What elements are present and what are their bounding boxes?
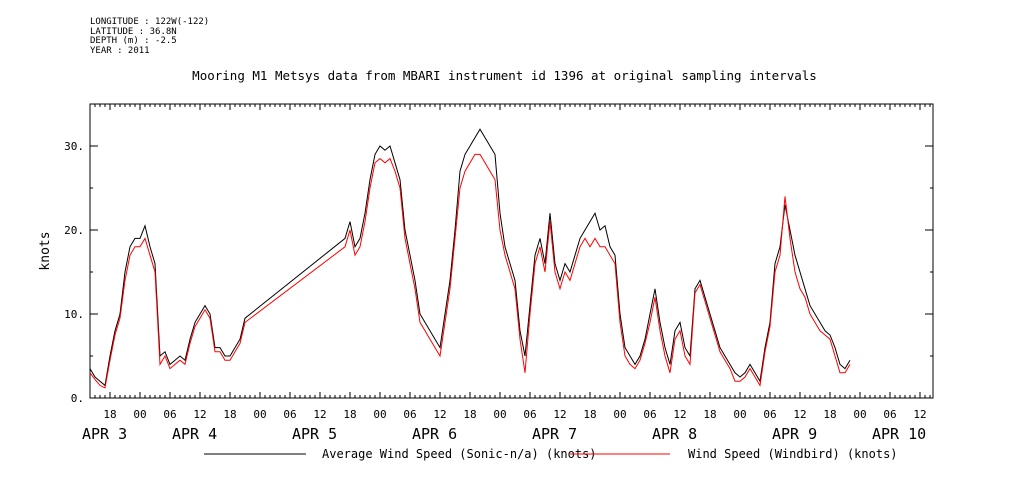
x-tick-label: 18 (103, 408, 116, 421)
x-tick-label: 00 (373, 408, 386, 421)
plot-frame (89, 103, 934, 399)
x-tick-label: 18 (823, 408, 836, 421)
latitude-text: LATITUDE : 36.8N (90, 26, 177, 37)
day-label: APR 9 (772, 425, 817, 443)
x-tick-label: 00 (493, 408, 506, 421)
day-label: APR 10 (872, 425, 926, 443)
day-label: APR 3 (82, 425, 127, 443)
legend: Average Wind Speed (Sonic-n/a) (knots) W… (204, 447, 898, 461)
x-tick-label: 12 (553, 408, 566, 421)
x-tick-label: 18 (463, 408, 476, 421)
x-tick-label: 00 (253, 408, 266, 421)
metadata-header: LONGITUDE : 122W(-122) LATITUDE : 36.8N … (90, 17, 210, 56)
x-tick-label: 18 (703, 408, 716, 421)
x-axis-ticks: 18 00 06 12 18 00 06 12 18 00 06 12 18 00 06 12 18 00 06 12… (103, 408, 926, 421)
series-lines (89, 128, 851, 389)
x-tick-label: 06 (883, 408, 896, 421)
x-tick-label: 12 (193, 408, 206, 421)
x-tick-label: 12 (433, 408, 446, 421)
depth-text: DEPTH (m) : -2.5 (90, 36, 177, 46)
day-label: APR 8 (652, 425, 697, 443)
x-tick-label: 00 (133, 408, 146, 421)
x-tick-label: 06 (643, 408, 656, 421)
x-tick-label: 12 (673, 408, 686, 421)
year-text: YEAR : 2011 (90, 45, 150, 56)
x-tick-label: 06 (283, 408, 296, 421)
x-tick-label: 18 (583, 408, 596, 421)
y-tick-label: 30. (64, 140, 84, 153)
day-label: APR 5 (292, 425, 337, 443)
longitude-text: LONGITUDE : 122W(-122) (90, 17, 210, 27)
x-tick-label: 12 (793, 408, 806, 421)
x-tick-label: 00 (853, 408, 866, 421)
series-line-1 (89, 153, 851, 389)
x-tick-label: 12 (913, 408, 926, 421)
x-tick-label: 00 (733, 408, 746, 421)
y-tick-label: 0. (71, 392, 84, 405)
legend-label-series-1: Wind Speed (Windbird) (knots) (688, 447, 898, 461)
x-tick-label: 06 (403, 408, 416, 421)
x-tick-label: 18 (223, 408, 236, 421)
tick-marks (89, 103, 933, 399)
day-labels: APR 3 APR 4 APR 5 APR 6 APR 7 APR 8 APR 9 APR 1… (82, 425, 926, 443)
x-tick-label: 06 (523, 408, 536, 421)
series-line-0 (89, 128, 851, 387)
x-tick-label: 06 (163, 408, 176, 421)
x-tick-label: 12 (313, 408, 326, 421)
x-tick-label: 06 (763, 408, 776, 421)
x-tick-label: 18 (343, 408, 356, 421)
chart-title: Mooring M1 Metsys data from MBARI instru… (192, 68, 817, 83)
legend-label-series-0: Average Wind Speed (Sonic-n/a) (knots) (322, 447, 597, 461)
x-tick-label: 00 (613, 408, 626, 421)
day-label: APR 7 (532, 425, 577, 443)
y-tick-label: 20. (64, 224, 84, 237)
y-axis-label: knots (38, 231, 53, 270)
day-label: APR 6 (412, 425, 457, 443)
y-tick-label: 10. (64, 308, 84, 321)
y-axis-ticks: 0. 10. 20. 30. (64, 140, 84, 405)
day-label: APR 4 (172, 425, 217, 443)
